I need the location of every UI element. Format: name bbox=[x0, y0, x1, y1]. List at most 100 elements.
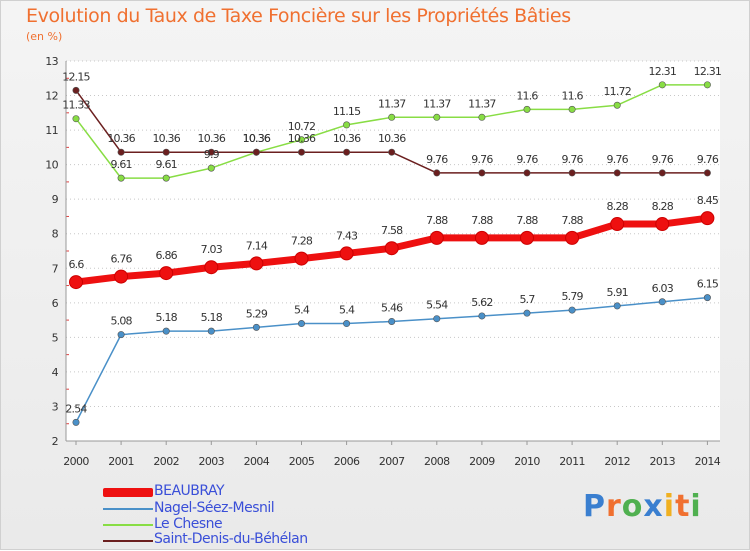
data-point-beaubray bbox=[249, 256, 264, 271]
data-label-chesne: 9.61 bbox=[110, 158, 131, 171]
x-tick-label: 2004 bbox=[244, 455, 270, 468]
data-point-stdenis bbox=[613, 169, 621, 177]
data-label-nagel: 5.08 bbox=[110, 315, 132, 328]
data-point-nagel bbox=[658, 298, 666, 306]
x-tick-label: 2012 bbox=[604, 455, 630, 468]
x-tick-label: 2003 bbox=[198, 455, 224, 468]
data-label-chesne: 10.36 bbox=[243, 132, 271, 145]
data-label-stdenis: 9.76 bbox=[516, 153, 538, 166]
data-label-nagel: 5.18 bbox=[201, 311, 223, 324]
data-point-stdenis bbox=[207, 148, 215, 156]
data-point-beaubray bbox=[114, 269, 129, 284]
y-tick-label: 12 bbox=[45, 90, 58, 103]
data-point-nagel bbox=[478, 312, 486, 320]
x-tick-label: 2008 bbox=[424, 455, 450, 468]
data-label-beaubray: 7.88 bbox=[561, 214, 583, 227]
logo-letter: P bbox=[583, 489, 606, 524]
data-label-nagel: 5.4 bbox=[294, 304, 310, 317]
data-label-chesne: 12.31 bbox=[694, 65, 722, 78]
data-point-beaubray bbox=[384, 241, 399, 256]
data-point-stdenis bbox=[523, 169, 531, 177]
data-label-stdenis: 9.76 bbox=[561, 153, 583, 166]
data-point-beaubray bbox=[69, 275, 83, 290]
data-label-beaubray: 8.45 bbox=[697, 194, 719, 207]
data-label-nagel: 5.62 bbox=[471, 296, 492, 309]
data-point-nagel bbox=[117, 331, 125, 339]
legend-swatch-beaubray bbox=[103, 488, 153, 497]
data-label-layer: 2.54 5.08 5.18 5.18 5.29 5.4 5.4 5.46 5.54 5.62 5.… bbox=[62, 65, 722, 416]
data-label-stdenis: 10.36 bbox=[378, 132, 406, 145]
data-label-chesne: 11.37 bbox=[423, 97, 451, 110]
y-tick-label: 10 bbox=[45, 159, 58, 172]
data-label-nagel: 5.4 bbox=[339, 304, 355, 317]
data-label-stdenis: 10.36 bbox=[243, 132, 271, 145]
data-point-chesne bbox=[162, 174, 170, 182]
x-tick-label: 2010 bbox=[514, 455, 540, 468]
logo-letter: t bbox=[675, 489, 691, 524]
data-label-chesne: 12.31 bbox=[649, 65, 677, 78]
data-label-nagel: 6.15 bbox=[697, 278, 719, 291]
data-label-nagel: 5.79 bbox=[561, 290, 583, 303]
data-point-nagel bbox=[388, 317, 396, 325]
data-point-nagel bbox=[252, 323, 260, 331]
data-label-beaubray: 7.03 bbox=[201, 243, 223, 256]
x-tick-label: 2009 bbox=[469, 455, 495, 468]
data-label-beaubray: 7.58 bbox=[381, 224, 403, 237]
data-point-nagel bbox=[72, 418, 80, 426]
legend-label-stdenis: Saint-Denis-du-Béhélan bbox=[154, 531, 308, 547]
data-label-chesne: 9.9 bbox=[204, 148, 220, 161]
data-point-nagel bbox=[433, 315, 441, 323]
data-point-beaubray bbox=[429, 230, 444, 245]
data-label-beaubray: 6.6 bbox=[68, 258, 84, 271]
data-label-beaubray: 6.86 bbox=[156, 249, 178, 262]
data-point-nagel bbox=[297, 320, 305, 328]
x-tick-label: 2005 bbox=[289, 455, 315, 468]
x-tick-label: 2000 bbox=[63, 455, 89, 468]
data-point-beaubray bbox=[610, 217, 625, 232]
logo-letter: r bbox=[606, 489, 622, 524]
y-tick-label: 9 bbox=[52, 193, 59, 206]
data-point-stdenis bbox=[478, 169, 486, 177]
data-label-chesne: 10.72 bbox=[288, 120, 316, 133]
legend-swatch-chesne bbox=[103, 524, 153, 526]
data-point-chesne bbox=[117, 174, 125, 182]
x-tick-label: 2014 bbox=[695, 455, 721, 468]
data-point-stdenis bbox=[343, 148, 351, 156]
legend-swatch-stdenis bbox=[103, 540, 153, 542]
logo-letter: x bbox=[643, 489, 664, 524]
x-tick-label: 2013 bbox=[649, 455, 675, 468]
data-point-chesne bbox=[568, 105, 576, 113]
logo-letter: i bbox=[663, 489, 676, 524]
y-axis-unit: (en %) bbox=[26, 30, 63, 43]
x-tick-label: 2011 bbox=[559, 455, 585, 468]
data-label-stdenis: 9.76 bbox=[607, 153, 629, 166]
data-point-chesne bbox=[388, 113, 396, 121]
data-label-stdenis: 10.36 bbox=[288, 132, 316, 145]
series-layer bbox=[69, 81, 715, 426]
data-point-chesne bbox=[658, 81, 666, 89]
y-tick-label: 8 bbox=[52, 228, 59, 241]
logo-letter: i bbox=[690, 489, 702, 524]
data-label-stdenis: 9.76 bbox=[426, 153, 448, 166]
x-tick-label: 2007 bbox=[379, 455, 405, 468]
data-point-nagel bbox=[523, 309, 531, 317]
legend-swatch-nagel bbox=[103, 508, 153, 510]
data-label-stdenis: 12.15 bbox=[62, 70, 90, 83]
y-tick-label: 7 bbox=[52, 262, 59, 275]
y-tick-label: 5 bbox=[52, 331, 59, 344]
data-point-stdenis bbox=[658, 169, 666, 177]
data-label-chesne: 11.37 bbox=[468, 97, 496, 110]
x-tick-label: 2002 bbox=[153, 455, 179, 468]
data-point-beaubray bbox=[339, 246, 354, 261]
chart-title: Evolution du Taux de Taxe Foncière sur l… bbox=[26, 5, 571, 27]
data-label-beaubray: 7.14 bbox=[246, 239, 268, 252]
y-tick-label: 6 bbox=[52, 297, 59, 310]
y-tick-label: 2 bbox=[52, 435, 58, 448]
data-point-nagel bbox=[162, 327, 170, 335]
data-label-stdenis: 9.76 bbox=[652, 153, 674, 166]
data-label-chesne: 11.6 bbox=[516, 89, 538, 102]
y-tick-label: 4 bbox=[52, 366, 59, 379]
y-tick-label: 3 bbox=[52, 400, 59, 413]
data-point-chesne bbox=[703, 81, 711, 89]
